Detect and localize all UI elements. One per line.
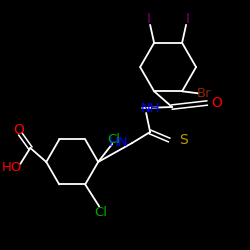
Text: Br: Br [197,87,211,100]
Text: S: S [179,133,188,147]
Text: I: I [186,12,190,26]
Text: HN: HN [108,136,128,149]
Text: Cl: Cl [95,206,108,219]
Text: NH: NH [140,102,160,114]
Text: O: O [13,123,24,137]
Text: HO: HO [2,162,22,174]
Text: O: O [212,96,222,110]
Text: I: I [146,12,150,26]
Text: Cl: Cl [108,134,121,146]
